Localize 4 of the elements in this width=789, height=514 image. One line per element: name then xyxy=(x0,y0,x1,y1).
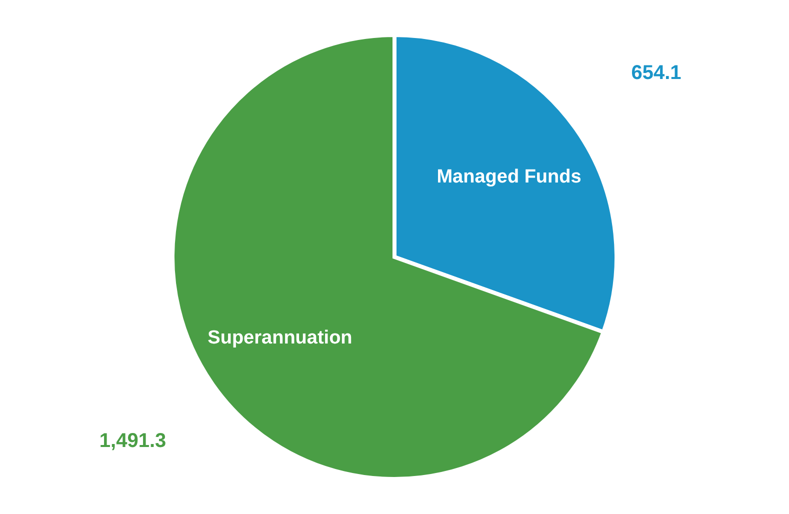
slice-label: Superannuation xyxy=(208,328,352,349)
slice-label: Managed Funds xyxy=(436,166,582,188)
data-label: 1,491.3 xyxy=(99,430,166,452)
data-label: 654.1 xyxy=(631,62,682,84)
